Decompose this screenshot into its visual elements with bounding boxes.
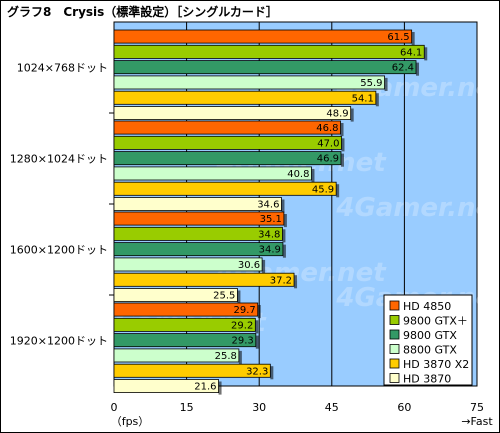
legend-label-5: HD 3870 — [403, 373, 451, 386]
data-label-1-1: 47.0 — [317, 138, 339, 149]
data-label-3-0: 29.7 — [233, 305, 255, 316]
bar-1-2 — [113, 151, 342, 166]
bar-shadow-1-2 — [340, 153, 344, 167]
legend-swatch-5 — [389, 373, 400, 383]
legend-label-4: HD 3870 X2 — [403, 358, 469, 371]
category-label-3: 1920×1200ドット — [10, 335, 108, 348]
data-label-1-4: 45.9 — [312, 184, 334, 195]
bar-shadow-1-3 — [311, 168, 315, 182]
bar-shadow-3-4 — [270, 366, 274, 380]
bar-shadow-1-4 — [336, 184, 340, 198]
bar-shadow-3-3 — [238, 350, 242, 364]
bar-shadow-3-0 — [257, 305, 261, 319]
data-label-1-5: 34.6 — [257, 200, 279, 211]
bar-shadow-2-5 — [237, 290, 241, 304]
category-label-2: 1600×1200ドット — [10, 244, 108, 257]
data-label-2-5: 25.5 — [213, 291, 235, 302]
bar-1-4 — [113, 181, 337, 196]
bar-shadow-0-0 — [411, 32, 415, 46]
x-tick-label-0: 0 — [111, 401, 118, 414]
x-axis-unit-label: （fps） — [111, 415, 150, 428]
data-label-0-4: 54.1 — [352, 93, 374, 104]
x-tick-label-45: 45 — [325, 401, 339, 414]
bar-shadow-3-2 — [255, 335, 259, 349]
bar-shadow-3-5 — [218, 381, 222, 395]
bar-2-2 — [113, 242, 284, 257]
legend-swatch-0 — [389, 300, 400, 311]
data-label-3-2: 29.3 — [232, 336, 254, 347]
data-label-0-0: 61.5 — [387, 32, 409, 43]
x-tick-label-15: 15 — [180, 401, 194, 414]
data-label-2-2: 34.9 — [259, 245, 281, 256]
bar-shadow-0-4 — [375, 93, 379, 107]
data-label-3-5: 21.6 — [194, 382, 216, 393]
chart-title: グラフ8 Crysis（標準設定）［シングルカード］ — [7, 5, 278, 19]
bar-shadow-1-5 — [281, 199, 285, 213]
bar-shadow-0-2 — [416, 62, 420, 76]
bar-2-4 — [113, 272, 295, 287]
bar-shadow-2-3 — [262, 259, 266, 273]
bar-shadow-1-0 — [340, 123, 344, 137]
legend-label-3: 8800 GTX — [403, 344, 457, 357]
bar-0-5 — [113, 106, 352, 121]
data-label-2-4: 37.2 — [270, 275, 292, 286]
data-label-0-5: 48.9 — [326, 109, 348, 120]
bar-shadow-0-1 — [424, 47, 428, 61]
bar-1-1 — [113, 135, 342, 150]
bar-shadow-2-0 — [283, 214, 287, 228]
bar-0-3 — [113, 75, 385, 90]
bar-shadow-0-3 — [384, 77, 388, 91]
data-label-2-1: 34.8 — [258, 229, 280, 240]
data-label-1-2: 46.9 — [317, 154, 339, 165]
bar-0-4 — [113, 90, 377, 105]
x-tick-label-30: 30 — [252, 401, 266, 414]
data-label-3-3: 25.8 — [215, 351, 237, 362]
bar-0-0 — [113, 29, 413, 44]
data-label-0-1: 64.1 — [400, 47, 422, 58]
legend-swatch-2 — [389, 329, 400, 340]
x-axis-direction-label: →Fast — [461, 415, 493, 428]
bar-shadow-2-2 — [282, 244, 286, 258]
data-label-2-3: 30.6 — [238, 260, 260, 271]
bar-shadow-0-5 — [350, 108, 354, 122]
data-label-1-0: 46.8 — [316, 123, 338, 134]
legend-swatch-3 — [389, 344, 400, 354]
bar-shadow-3-1 — [255, 320, 259, 334]
data-label-2-0: 35.1 — [260, 214, 282, 225]
data-label-3-1: 29.2 — [231, 320, 253, 331]
bar-1-0 — [113, 120, 341, 135]
legend-swatch-4 — [389, 358, 400, 369]
bar-shadow-2-1 — [282, 229, 286, 243]
data-label-0-2: 62.4 — [392, 63, 414, 74]
legend-label-1: 9800 GTX＋ — [403, 315, 468, 328]
data-label-0-3: 55.9 — [360, 78, 382, 89]
bar-2-1 — [113, 226, 283, 241]
legend-label-2: 9800 GTX — [403, 329, 457, 342]
bar-1-3 — [113, 166, 312, 181]
data-label-3-4: 32.3 — [246, 366, 268, 377]
bar-2-0 — [113, 211, 285, 226]
x-tick-label-75: 75 — [470, 401, 484, 414]
bar-0-1 — [113, 44, 425, 59]
bar-shadow-1-1 — [341, 138, 345, 152]
category-label-1: 1280×1024ドット — [10, 153, 108, 166]
legend-label-0: HD 4850 — [403, 300, 451, 313]
data-label-1-3: 40.8 — [287, 169, 309, 180]
x-tick-label-60: 60 — [397, 401, 411, 414]
category-label-0: 1024×768ドット — [17, 62, 108, 75]
watermark-1: 4Gamer.net — [335, 193, 499, 223]
bar-0-2 — [113, 60, 417, 75]
legend-swatch-1 — [389, 315, 400, 325]
bar-shadow-2-4 — [294, 275, 298, 289]
